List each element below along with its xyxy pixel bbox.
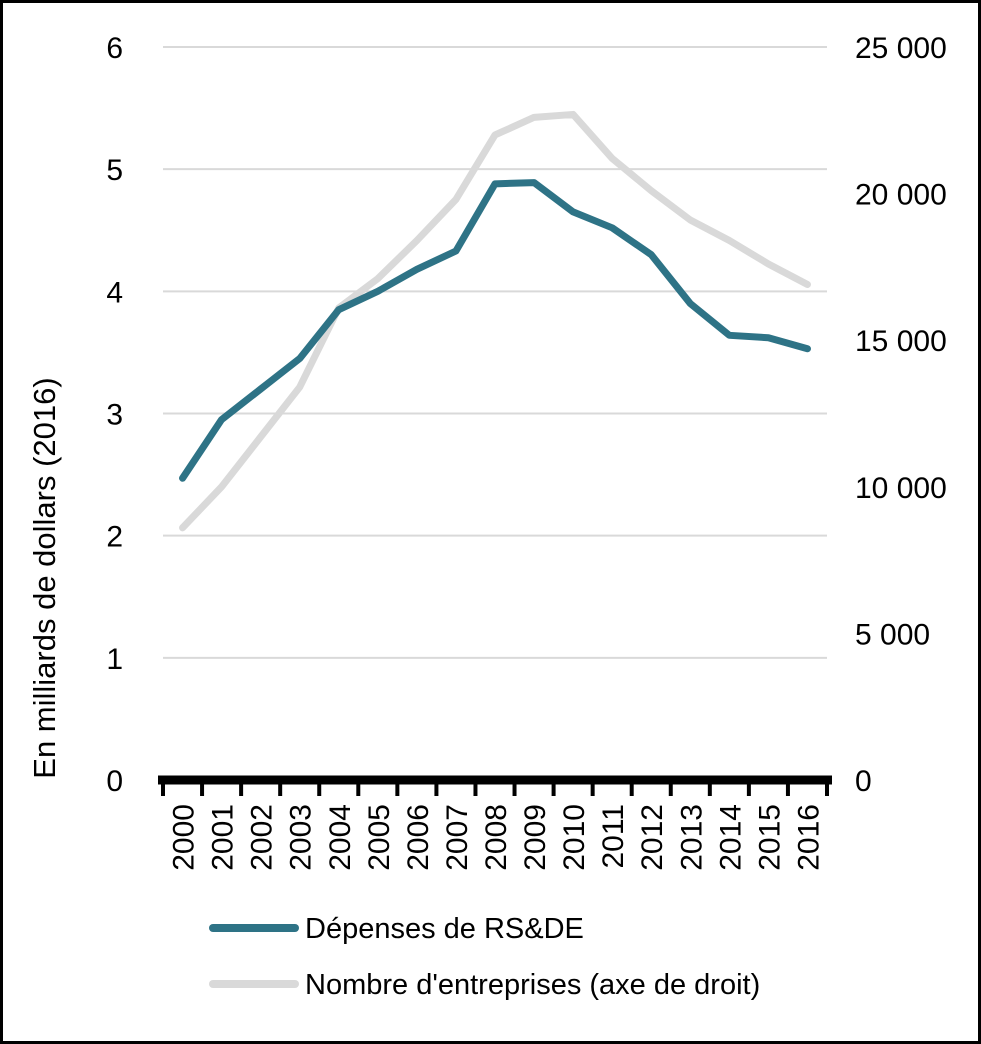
svg-text:10 000: 10 000 <box>855 472 947 505</box>
svg-text:2006: 2006 <box>402 804 435 871</box>
line-chart: 0 1 2 3 4 5 6 0 5 000 10 000 15 000 20 000 25 000 2… <box>27 32 947 1001</box>
svg-text:2013: 2013 <box>675 804 708 871</box>
svg-text:15 000: 15 000 <box>855 325 947 358</box>
svg-text:1: 1 <box>106 643 123 676</box>
svg-text:2009: 2009 <box>519 804 552 871</box>
svg-text:6: 6 <box>106 32 123 65</box>
svg-text:2015: 2015 <box>753 804 786 871</box>
svg-text:2010: 2010 <box>558 804 591 871</box>
svg-text:2000: 2000 <box>168 804 201 871</box>
svg-text:3: 3 <box>106 399 123 432</box>
x-axis <box>158 775 832 796</box>
left-axis-title: En milliards de dollars (2016) <box>27 377 62 778</box>
svg-text:2003: 2003 <box>285 804 318 871</box>
svg-text:25 000: 25 000 <box>855 32 947 65</box>
svg-text:2016: 2016 <box>792 804 825 871</box>
svg-text:2011: 2011 <box>597 804 630 869</box>
legend-label-entreprises: Nombre d'entreprises (axe de droit) <box>305 969 760 1001</box>
series-lines <box>179 110 811 532</box>
legend-label-depenses: Dépenses de RS&DE <box>305 913 584 945</box>
svg-text:0: 0 <box>855 765 872 798</box>
svg-text:20 000: 20 000 <box>855 179 947 212</box>
svg-text:2: 2 <box>106 521 123 554</box>
svg-text:2004: 2004 <box>324 804 357 871</box>
svg-text:0: 0 <box>106 765 123 798</box>
svg-text:2005: 2005 <box>363 804 396 871</box>
svg-text:5 000: 5 000 <box>855 618 930 651</box>
svg-text:2014: 2014 <box>714 804 747 871</box>
svg-text:2002: 2002 <box>246 804 279 871</box>
svg-text:4: 4 <box>106 276 123 309</box>
gridlines <box>163 46 827 659</box>
svg-text:2007: 2007 <box>441 804 474 871</box>
x-axis-tick-labels: 2000 2001 2002 2003 2004 2005 2006 2007 2008 2009… <box>168 804 826 871</box>
legend: Dépenses de RS&DE Nombre d'entreprises (… <box>209 913 760 1001</box>
right-axis-tick-labels: 0 5 000 10 000 15 000 20 000 25 000 <box>855 32 947 798</box>
svg-text:2012: 2012 <box>636 804 669 871</box>
svg-text:2008: 2008 <box>480 804 513 871</box>
svg-text:5: 5 <box>106 154 123 187</box>
svg-text:2001: 2001 <box>207 804 240 871</box>
left-axis-tick-labels: 0 1 2 3 4 5 6 <box>106 32 123 798</box>
